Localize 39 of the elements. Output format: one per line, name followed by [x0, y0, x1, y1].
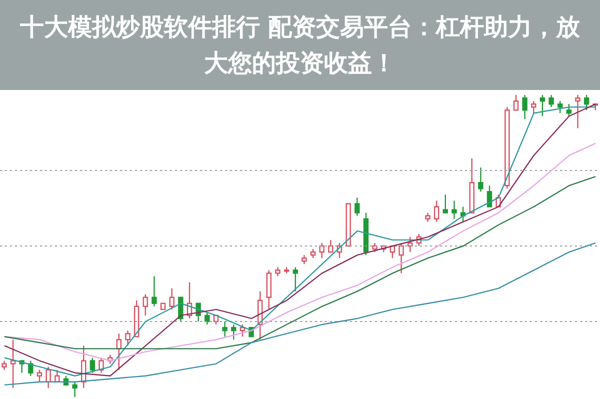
candlestick [46, 366, 51, 389]
candlestick [169, 288, 174, 310]
candlestick [398, 242, 404, 274]
candlestick [72, 381, 78, 397]
candlestick [513, 95, 519, 111]
candlestick [319, 242, 324, 259]
candlestick [372, 242, 378, 253]
candlestick [36, 369, 42, 382]
candlestick [222, 320, 228, 338]
candlestick [584, 95, 590, 111]
candlestick [292, 266, 298, 292]
candlestick [531, 100, 536, 114]
candlestick [142, 294, 148, 316]
candlestick [310, 248, 316, 259]
candlestick [302, 254, 307, 265]
candlestick [28, 360, 34, 376]
candlestick [434, 200, 440, 222]
candlestick [442, 194, 448, 214]
candlestick [557, 100, 563, 114]
candlestick [354, 197, 360, 216]
candlestick [231, 324, 236, 340]
candlestick [275, 266, 280, 277]
candlestick [548, 95, 554, 108]
chart-title: 十大模拟炒股软件排行 配资交易平台：杠杆助力，放大您的投资收益！ [18, 12, 582, 79]
candlestick [125, 330, 130, 346]
candlestick [486, 185, 492, 208]
candlestick [522, 95, 528, 120]
candlestick [328, 239, 334, 253]
candlestick [98, 357, 104, 374]
candlestick [152, 276, 157, 307]
candlestick [575, 95, 580, 129]
candlestick [452, 200, 457, 220]
candlestick [566, 103, 572, 117]
candlestick [540, 95, 546, 117]
candlestick [204, 312, 210, 326]
candlestick [90, 357, 96, 374]
candlestick [478, 166, 484, 192]
candlestick [10, 339, 16, 389]
candlestick [425, 212, 430, 222]
